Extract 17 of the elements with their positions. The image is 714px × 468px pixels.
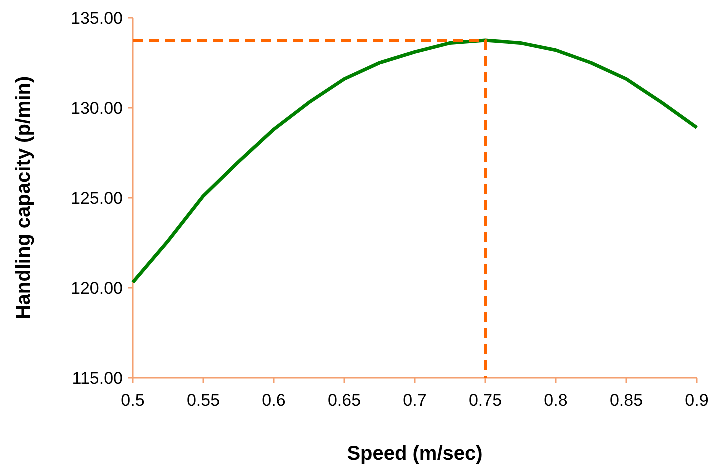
x-axis-title: Speed (m/sec) [347, 443, 483, 465]
x-tick-label: 0.7 [403, 391, 427, 410]
x-tick-label: 0.65 [328, 391, 362, 410]
y-axis-title: Handling capacity (p/min) [13, 76, 35, 320]
y-tick-label: 135.00 [71, 8, 123, 28]
y-tick-label: 125.00 [71, 188, 123, 208]
line-series [131, 38, 699, 284]
x-tick-label: 0.6 [262, 391, 286, 410]
y-tick-label: 120.00 [71, 278, 123, 298]
x-tick-label: 0.75 [468, 391, 502, 410]
y-tick-label: 130.00 [71, 98, 123, 118]
x-tick-label: 0.55 [186, 391, 220, 410]
y-tick-label: 115.00 [72, 368, 123, 388]
x-tick-label: 0.9 [685, 391, 709, 410]
x-tick-label: 0.5 [121, 391, 145, 410]
x-tick-label: 0.85 [610, 391, 644, 410]
x-tick-label: 0.8 [544, 391, 568, 410]
